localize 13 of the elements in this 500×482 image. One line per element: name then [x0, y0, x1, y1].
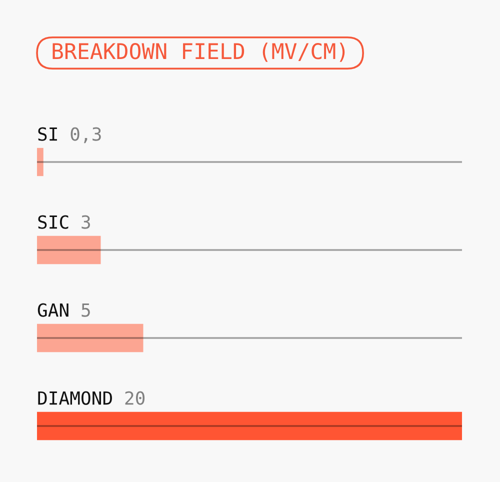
data-label: 3 [82, 215, 90, 229]
bar [37, 236, 101, 264]
chart-title: BREAKDOWN FIELD (MV/CM) [52, 42, 345, 62]
y-tick-label: SI [38, 127, 57, 141]
bar [37, 324, 144, 352]
y-tick-label: SIC [38, 215, 68, 229]
y-tick-label: DIAMOND [38, 391, 112, 405]
data-label: 0,3 [70, 127, 101, 144]
data-label: 20 [125, 391, 145, 405]
y-tick-label: GAN [38, 303, 68, 317]
bar [37, 148, 44, 176]
data-label: 5 [82, 303, 90, 317]
bar [37, 412, 462, 440]
